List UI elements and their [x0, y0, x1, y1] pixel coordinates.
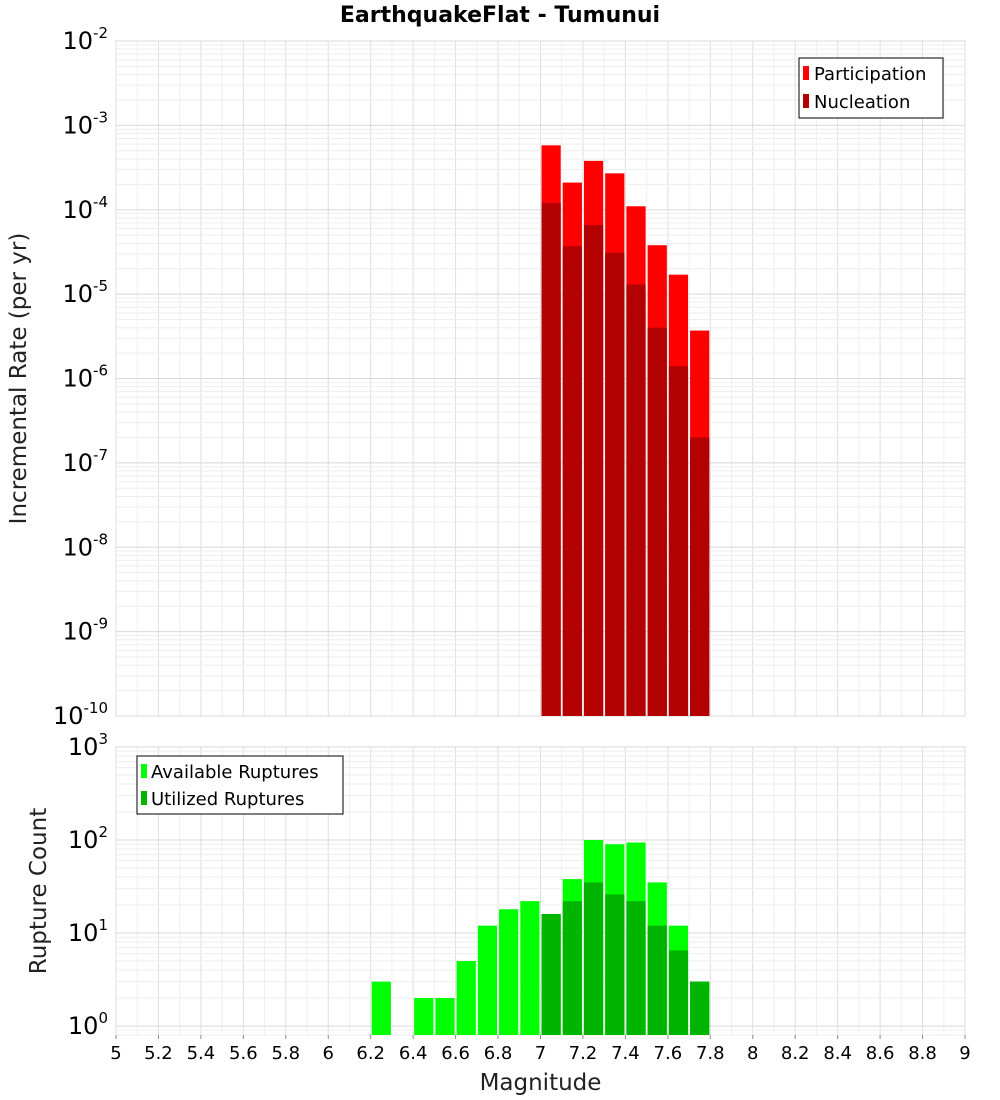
available-ruptures-bar: [499, 909, 519, 1035]
nucleation-bar: [562, 246, 582, 716]
magnitude-x-ticks: 5 5.2 5.4 5.6 5.8 6 6.2 6.4 6.6 6.8 7 7.2 7.4 7.6 7.8 8…: [110, 1035, 971, 1064]
utilized-ruptures-bar: [647, 925, 667, 1035]
count-y-tick-label: 103: [68, 730, 108, 761]
rate-y-tick-label: 10-6: [62, 362, 108, 393]
rate-y-tick-label: 10-9: [62, 615, 108, 646]
available-ruptures-bar: [435, 997, 455, 1035]
count-y-tick-label: 102: [68, 823, 108, 854]
count-y-tick-label: 101: [68, 916, 108, 947]
rate-y-axis-label: Incremental Rate (per yr): [6, 233, 32, 525]
nucleation-bar: [647, 327, 667, 716]
utilized-ruptures-legend-label: Utilized Ruptures: [151, 789, 304, 810]
available-ruptures-bar: [520, 901, 540, 1035]
nucleation-bar: [690, 437, 710, 716]
x-tick-label: 6.6: [441, 1043, 470, 1064]
nucleation-legend-label: Nucleation: [814, 92, 910, 113]
x-tick-label: 7: [535, 1043, 546, 1064]
x-tick-label: 5.6: [229, 1043, 258, 1064]
nucleation-bar: [583, 224, 604, 716]
rate-y-tick-label: 10-2: [62, 24, 108, 55]
x-tick-label: 8.2: [781, 1043, 810, 1064]
x-tick-label: 9: [959, 1043, 970, 1064]
rate-y-tick-label: 10-8: [62, 530, 108, 561]
x-tick-label: 7.6: [654, 1043, 683, 1064]
count-bars: [371, 839, 710, 1035]
x-tick-label: 5.2: [144, 1043, 173, 1064]
x-tick-label: 8: [747, 1043, 758, 1064]
utilized-ruptures-bar: [562, 901, 582, 1035]
x-tick-label: 8.8: [908, 1043, 937, 1064]
rate-legend: Participation Nucleation: [798, 57, 944, 119]
available-ruptures-bar: [477, 925, 498, 1035]
x-tick-label: 6.8: [484, 1043, 513, 1064]
magnitude-x-axis-label: Magnitude: [480, 1070, 602, 1096]
rate-y-ticks: 10-10 10-9 10-8 10-7 10-6 10-5 10-4 10-3 10-2: [53, 24, 108, 730]
nucleation-bar: [626, 284, 646, 716]
participation-legend-label: Participation: [814, 64, 926, 85]
rate-panel: 10-10 10-9 10-8 10-7 10-6 10-5 10-4 10-3 10-2 In…: [6, 24, 966, 730]
count-legend-box: [136, 755, 344, 815]
rate-bars: [541, 145, 710, 717]
utilized-ruptures-bar: [690, 981, 710, 1035]
count-grid: [115, 746, 966, 1036]
utilized-ruptures-bar: [626, 901, 646, 1035]
available-ruptures-bar: [414, 997, 434, 1035]
available-ruptures-bar: [371, 981, 391, 1035]
utilized-ruptures-bar: [668, 950, 689, 1035]
rate-y-tick-label: 10-4: [62, 193, 108, 224]
count-panel: 100 101 102 103 5 5.2 5.4 5.6 5.8 6 6.2 6.4 6.6 6.8 7…: [26, 730, 971, 1096]
nucleation-bar: [605, 252, 625, 716]
available-ruptures-legend-label: Available Ruptures: [151, 762, 319, 783]
rate-y-tick-label: 10-5: [62, 277, 108, 308]
rate-legend-box: [798, 57, 944, 119]
x-tick-label: 7.4: [611, 1043, 640, 1064]
chart-title: EarthquakeFlat - Tumunui: [340, 3, 660, 28]
utilized-ruptures-legend-swatch: [141, 791, 147, 805]
utilized-ruptures-bar: [583, 882, 604, 1035]
count-legend: Available Ruptures Utilized Ruptures: [136, 755, 344, 815]
x-tick-label: 7.2: [569, 1043, 598, 1064]
rate-y-tick-label: 10-3: [62, 108, 108, 139]
participation-legend-swatch: [803, 66, 809, 80]
x-tick-label: 5: [110, 1043, 121, 1064]
x-tick-label: 7.8: [696, 1043, 725, 1064]
x-tick-label: 6.2: [356, 1043, 385, 1064]
x-tick-label: 6.4: [399, 1043, 428, 1064]
count-y-tick-label: 100: [68, 1009, 108, 1040]
count-y-ticks: 100 101 102 103: [68, 730, 108, 1040]
x-tick-label: 8.4: [823, 1043, 852, 1064]
available-ruptures-bar: [456, 960, 476, 1035]
rate-y-tick-label: 10-7: [62, 446, 108, 477]
rate-grid: [115, 40, 966, 717]
rate-y-tick-label: 10-10: [53, 699, 108, 730]
count-y-axis-label: Rupture Count: [26, 808, 52, 974]
nucleation-legend-swatch: [803, 94, 809, 108]
utilized-ruptures-bar: [605, 894, 625, 1035]
x-tick-label: 5.8: [271, 1043, 300, 1064]
nucleation-bar: [541, 203, 561, 716]
x-tick-label: 5.4: [187, 1043, 216, 1064]
x-tick-label: 8.6: [866, 1043, 895, 1064]
utilized-ruptures-bar: [541, 914, 561, 1035]
nucleation-bar: [668, 366, 689, 716]
x-tick-label: 6: [323, 1043, 334, 1064]
available-ruptures-legend-swatch: [141, 764, 147, 778]
